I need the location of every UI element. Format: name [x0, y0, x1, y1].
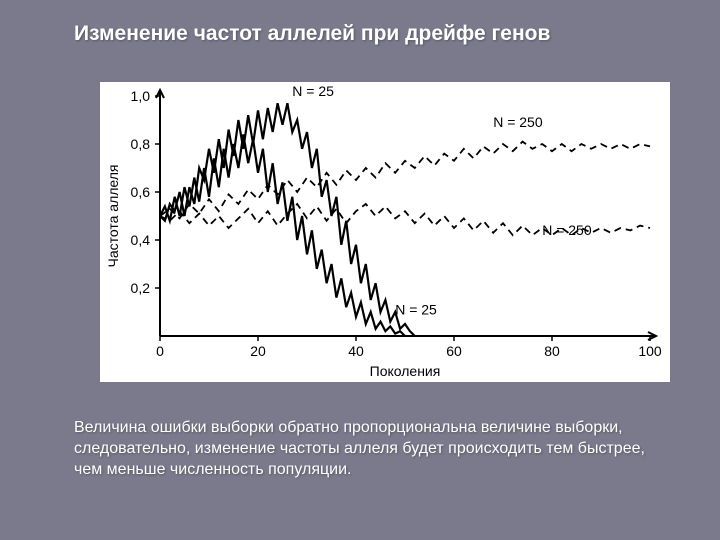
svg-text:80: 80	[544, 343, 560, 359]
svg-text:0,8: 0,8	[131, 136, 151, 152]
svg-text:100: 100	[638, 343, 662, 359]
slide-caption: Величина ошибки выборки обратно пропорци…	[74, 418, 654, 480]
svg-text:40: 40	[348, 343, 364, 359]
svg-text:20: 20	[250, 343, 266, 359]
slide-title: Изменение частот аллелей при дрейфе гено…	[0, 0, 720, 46]
drift-chart: 0,2 0,4 0,6 0,8 1,0 0 20 40 60 80 100 Поколения Част…	[100, 82, 670, 382]
svg-text:60: 60	[446, 343, 462, 359]
svg-text:1,0: 1,0	[131, 88, 151, 104]
svg-text:N = 25: N = 25	[292, 83, 334, 99]
svg-text:N = 250: N = 250	[493, 114, 543, 130]
svg-text:0,2: 0,2	[131, 280, 151, 296]
svg-text:Поколения: Поколения	[370, 363, 441, 379]
svg-text:N = 250: N = 250	[542, 222, 592, 238]
svg-text:0,6: 0,6	[131, 184, 151, 200]
svg-text:0: 0	[156, 343, 164, 359]
svg-text:N = 25: N = 25	[395, 301, 437, 317]
chart-svg: 0,2 0,4 0,6 0,8 1,0 0 20 40 60 80 100 Поколения Част…	[100, 82, 670, 382]
svg-text:0,4: 0,4	[131, 232, 151, 248]
svg-text:Частота аллеля: Частота аллеля	[105, 165, 121, 268]
slide: Изменение частот аллелей при дрейфе гено…	[0, 0, 720, 540]
